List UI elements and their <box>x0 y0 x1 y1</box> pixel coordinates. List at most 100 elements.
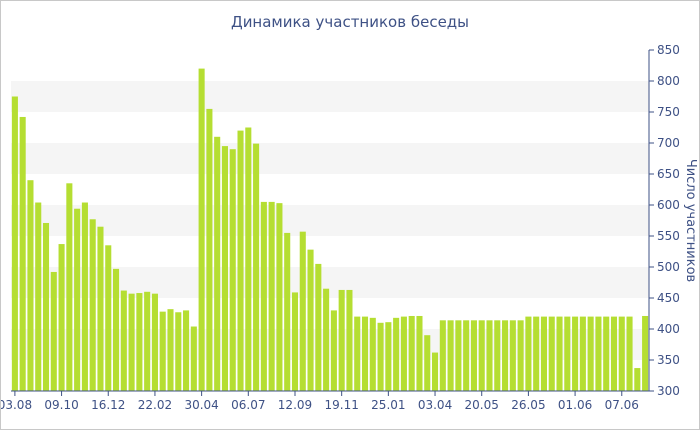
bar <box>35 202 42 391</box>
bar <box>42 222 50 391</box>
bar <box>338 289 345 391</box>
bar <box>361 316 369 391</box>
bar <box>81 202 88 391</box>
bar <box>113 268 120 391</box>
x-tick-label: 16.12 <box>91 398 125 412</box>
x-tick-label: 07.06 <box>605 398 639 412</box>
y-tick-label: 700 <box>657 136 680 150</box>
bar <box>548 316 555 391</box>
grid-band <box>11 205 649 236</box>
bar <box>11 96 18 391</box>
bar <box>626 316 633 391</box>
bar <box>144 291 151 391</box>
bar <box>167 309 174 391</box>
bar <box>610 316 618 391</box>
bar <box>66 183 73 391</box>
bar <box>330 310 337 391</box>
bar <box>564 316 571 391</box>
chart-title: Динамика участников беседы <box>230 13 470 31</box>
bar <box>354 316 361 391</box>
bar <box>315 263 322 391</box>
bar <box>128 293 135 391</box>
bar <box>603 316 610 391</box>
bar <box>237 130 244 391</box>
y-tick-label: 300 <box>657 384 680 398</box>
y-tick-label: 850 <box>657 43 680 57</box>
grid-band <box>11 81 649 112</box>
bar <box>408 315 415 391</box>
bar <box>587 316 594 391</box>
bar <box>385 322 392 391</box>
bar <box>478 320 485 391</box>
bar <box>346 289 353 391</box>
bar <box>502 320 509 391</box>
y-tick-label: 350 <box>657 353 680 367</box>
bar <box>175 312 182 391</box>
y-tick-label: 450 <box>657 291 680 305</box>
bar <box>214 136 221 391</box>
bar <box>486 320 493 391</box>
bar <box>268 201 275 391</box>
bar <box>27 180 34 391</box>
x-tick-label: 06.07 <box>231 398 265 412</box>
bar <box>470 320 477 391</box>
x-tick-label: 19.11 <box>324 398 358 412</box>
bar <box>284 232 291 391</box>
bar <box>377 322 384 391</box>
x-tick-label: 03.08 <box>1 398 32 412</box>
bar <box>393 317 400 391</box>
bar <box>618 316 625 391</box>
bar <box>642 315 649 391</box>
bar <box>299 231 306 391</box>
bar <box>229 149 236 391</box>
bar <box>183 310 190 391</box>
x-tick-label: 09.10 <box>44 398 78 412</box>
bar <box>455 320 462 391</box>
bar <box>595 316 602 391</box>
bar <box>58 244 65 391</box>
x-tick-label: 22.02 <box>138 398 172 412</box>
bar <box>509 320 516 391</box>
y-tick-label: 550 <box>657 229 680 243</box>
y-tick-label: 800 <box>657 74 680 88</box>
bar <box>74 208 81 391</box>
bar <box>323 288 330 391</box>
x-tick-label: 12.09 <box>278 398 312 412</box>
bar <box>245 127 252 391</box>
bar <box>151 293 158 391</box>
bar <box>424 335 431 391</box>
y-axis-title: Число участников <box>683 159 698 282</box>
bar <box>416 315 423 391</box>
y-tick-label: 400 <box>657 322 680 336</box>
bar <box>634 368 641 391</box>
bar <box>136 293 143 391</box>
bar <box>190 326 197 391</box>
bar <box>533 316 540 391</box>
bar <box>198 68 205 391</box>
bar <box>307 249 314 391</box>
bar <box>221 146 228 391</box>
y-tick-label: 500 <box>657 260 680 274</box>
bar <box>50 271 57 391</box>
bar <box>439 320 446 391</box>
grid-band <box>11 143 649 174</box>
bar <box>253 143 260 391</box>
x-tick-label: 30.04 <box>184 398 218 412</box>
x-tick-label: 03.04 <box>418 398 452 412</box>
x-tick-label: 25.01 <box>371 398 405 412</box>
bar <box>19 116 26 392</box>
bar <box>276 203 283 391</box>
bar <box>447 320 454 391</box>
bar <box>517 320 524 391</box>
bar <box>432 352 439 391</box>
bar <box>556 316 563 391</box>
bar <box>97 226 104 391</box>
y-tick-label: 650 <box>657 167 680 181</box>
bar <box>463 320 470 391</box>
bar <box>159 311 166 391</box>
bar <box>369 317 376 391</box>
x-tick-label: 01.06 <box>558 398 592 412</box>
bar <box>494 320 501 391</box>
